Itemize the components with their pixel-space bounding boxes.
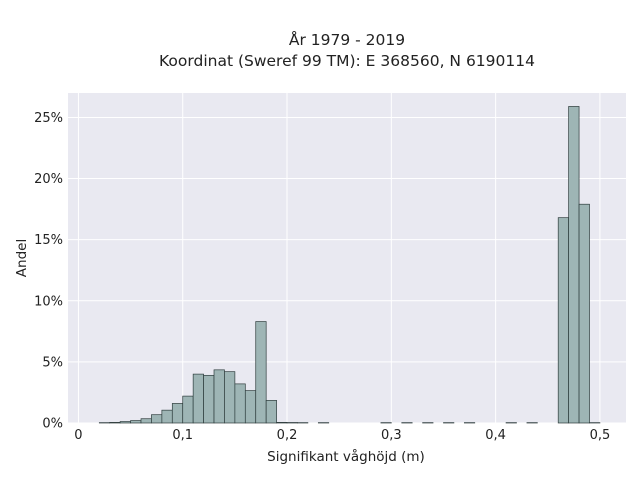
histogram-bar (234, 383, 246, 424)
histogram-bar (140, 418, 152, 424)
histogram-bar (171, 403, 184, 424)
y-tick-label: 15% (34, 233, 63, 248)
x-tick-label: 0,5 (590, 428, 611, 443)
histogram-bar (578, 203, 590, 424)
chart-subtitle: Koordinat (Sweref 99 TM): E 368560, N 61… (159, 52, 535, 70)
histogram-bar (276, 422, 288, 424)
y-tick-label: 25% (34, 111, 63, 126)
histogram-bar (130, 420, 142, 424)
x-tick-label: 0,4 (485, 428, 506, 443)
histogram-bar (557, 217, 569, 424)
y-tick-label: 0% (42, 417, 63, 432)
histogram-bar (255, 321, 267, 424)
chart-title: År 1979 - 2019 (289, 30, 405, 49)
y-axis-ticks: 0% 5% 10% 15% 20% 25% (34, 111, 63, 432)
y-axis-label: Andel (14, 239, 30, 277)
histogram-bar (244, 390, 257, 424)
histogram-bar (109, 422, 121, 424)
histogram-bar (568, 106, 580, 424)
y-tick-label: 10% (34, 294, 63, 309)
plot-area (68, 93, 626, 423)
x-tick-label: 0 (74, 428, 82, 443)
x-tick-label: 0,1 (172, 428, 193, 443)
y-tick-label: 20% (34, 172, 63, 187)
histogram-bar (119, 421, 131, 424)
histogram-bar (151, 414, 163, 424)
x-tick-label: 0,3 (381, 428, 402, 443)
x-axis-label: Signifikant våghöjd (m) (267, 448, 425, 465)
x-axis-ticks: 0 0,1 0,2 0,3 0,4 0,5 (74, 428, 610, 443)
x-tick-label: 0,2 (277, 428, 298, 443)
bars (98, 106, 601, 424)
y-tick-label: 5% (42, 355, 63, 370)
histogram-bar (224, 371, 236, 424)
histogram-bar (213, 369, 225, 424)
histogram-bar (265, 400, 277, 424)
histogram-bar (203, 374, 215, 424)
histogram-bar (182, 395, 194, 424)
histogram-bar (161, 409, 173, 424)
histogram-bar (192, 373, 204, 424)
